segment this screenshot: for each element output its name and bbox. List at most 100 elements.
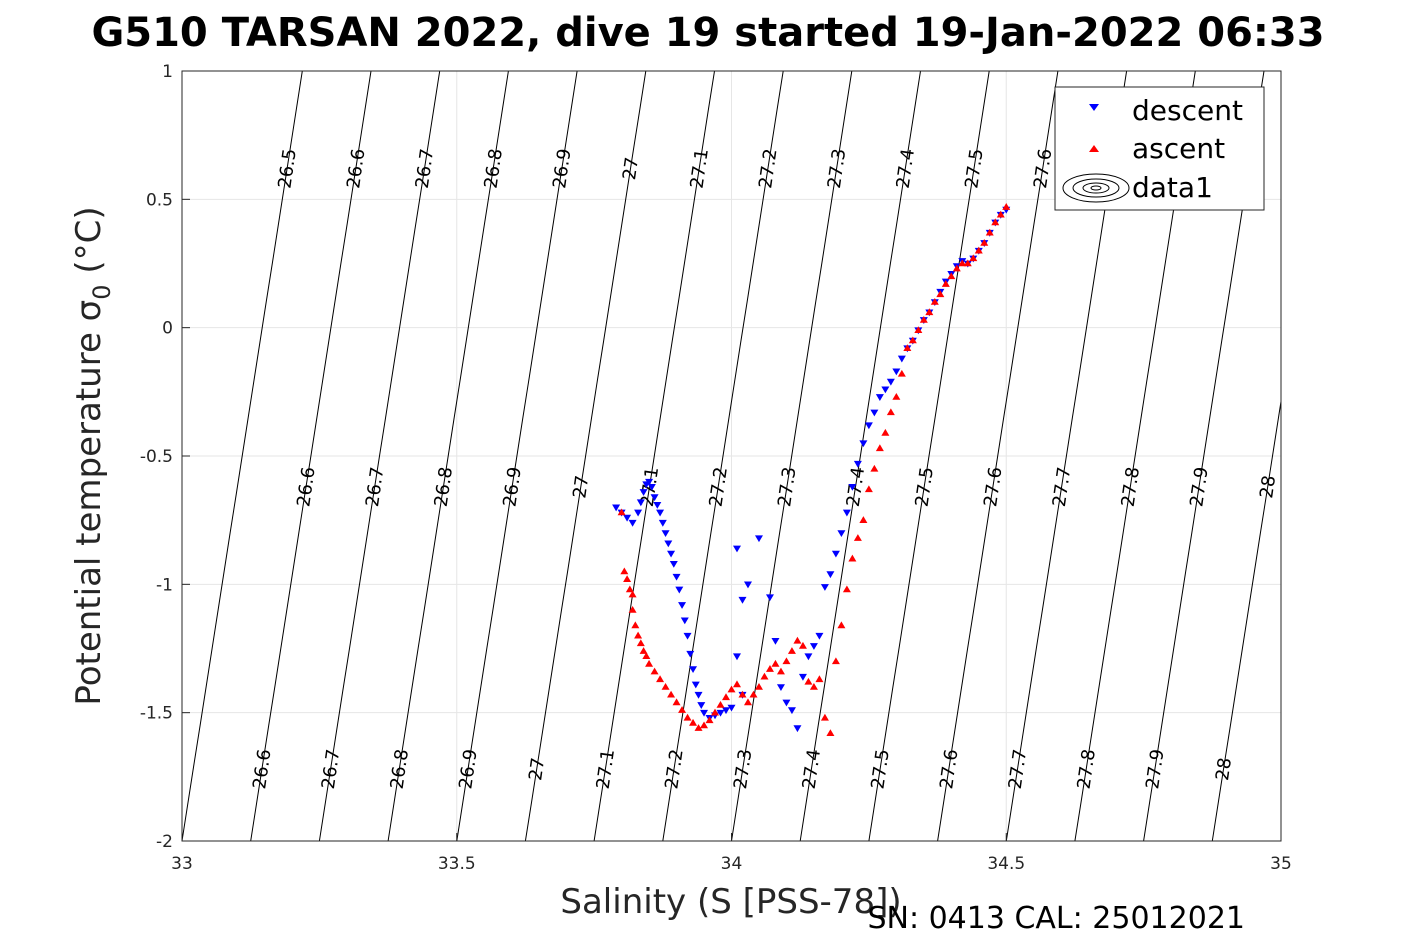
descent-point	[765, 594, 774, 602]
descent-point	[743, 581, 752, 589]
ascent-point	[996, 210, 1005, 218]
ascent-point	[711, 708, 720, 716]
descent-point	[798, 673, 807, 681]
ascent-point	[628, 590, 637, 598]
ascent-point	[743, 698, 752, 706]
descent-point	[689, 666, 698, 674]
ascent-point	[985, 228, 994, 236]
axis-ticks: 33 33.5 34 34.5 35 -2 -1.5 -1 -0.5 0 0.5 1	[140, 62, 1292, 874]
descent-point	[754, 535, 763, 543]
ascent-point	[722, 693, 731, 701]
ascent-point	[952, 264, 961, 272]
descent-point	[870, 409, 879, 417]
legend-ascent-label: ascent	[1132, 132, 1225, 165]
ascent-point	[642, 652, 651, 659]
legend-descent-label: descent	[1132, 94, 1243, 127]
ascent-point	[667, 690, 676, 698]
descent-point	[628, 519, 637, 527]
ascent-point	[980, 238, 989, 246]
isopycnal-line	[799, 71, 921, 841]
ascent-point	[617, 508, 626, 516]
isopycnal-line	[1280, 837, 1281, 841]
descent-point	[782, 699, 791, 707]
descent-point	[647, 484, 656, 491]
descent-point	[776, 684, 785, 691]
isopycnal-line	[937, 71, 1059, 841]
ascent-point	[661, 683, 670, 690]
ascent-point	[925, 308, 934, 316]
ascent-point	[793, 636, 802, 644]
ascent-point	[809, 683, 818, 690]
ascent-point	[683, 713, 692, 721]
descent-point	[683, 632, 692, 640]
ascent-point	[969, 254, 978, 262]
contour-legend-icon	[1062, 173, 1130, 203]
legend-descent-marker	[1089, 104, 1099, 111]
y-tick-label: -0.5	[140, 447, 173, 467]
ascent-point	[853, 534, 862, 541]
ascent-point	[738, 690, 747, 698]
descent-point	[672, 573, 681, 581]
ascent-point	[892, 392, 901, 400]
descent-point	[826, 571, 835, 579]
ascent-point	[727, 685, 736, 693]
ascent-point	[628, 606, 637, 613]
ascent-point	[636, 639, 645, 647]
ascent-point	[749, 690, 758, 698]
descent-point	[691, 681, 700, 689]
ascent-point	[650, 667, 659, 675]
descent-point	[727, 704, 736, 712]
descent-point	[848, 484, 857, 491]
ascent-point	[700, 721, 709, 729]
ascent-point	[689, 718, 698, 726]
descent-point	[645, 478, 654, 486]
descent-point	[732, 545, 741, 553]
isopycnal-line	[456, 71, 578, 841]
descent-point	[658, 519, 667, 527]
ascent-point	[897, 369, 906, 377]
ascent-point	[848, 554, 857, 562]
x-tick-label: 35	[1270, 854, 1292, 874]
descent-point	[636, 499, 645, 507]
y-tick-label: -2	[156, 832, 173, 852]
isopycnal-label: 27	[525, 756, 549, 782]
descent-point	[656, 509, 665, 517]
x-axis-label: Salinity (S [PSS-78])	[560, 882, 901, 922]
isopycnal-line	[731, 71, 853, 841]
descent-point	[697, 702, 706, 709]
descent-point	[634, 509, 643, 517]
descent-point	[809, 643, 818, 650]
ascent-point	[765, 665, 774, 672]
ascent-point	[620, 567, 629, 575]
x-tick-label: 34	[721, 854, 743, 874]
ascent-point	[930, 298, 939, 305]
y-tick-label: 1	[162, 62, 173, 82]
descent-point	[700, 709, 709, 717]
descent-point	[678, 602, 687, 609]
descent-point	[650, 494, 659, 502]
descent-point	[815, 632, 824, 640]
ascent-point	[903, 344, 912, 351]
ascent-point	[886, 408, 895, 416]
ascent-point	[881, 428, 890, 436]
descent-point	[864, 422, 873, 430]
ascent-point	[639, 647, 648, 654]
ascent-point	[875, 444, 884, 452]
ascent-point	[705, 716, 714, 724]
ascent-point	[776, 667, 785, 675]
isopycnal-line	[387, 71, 509, 841]
ascent-point	[1002, 203, 1011, 210]
isopycnal-line	[593, 71, 715, 841]
ascent-point	[678, 706, 687, 713]
ascent-point	[974, 246, 983, 254]
descent-point	[664, 540, 673, 548]
ascent-point	[820, 713, 829, 721]
isopycnal-label: 28	[1256, 474, 1280, 500]
ascent-point	[754, 683, 763, 690]
x-tick-label: 34.5	[987, 854, 1025, 874]
ascent-point	[870, 464, 879, 472]
ascent-point	[963, 259, 972, 267]
ascent-point	[831, 657, 840, 665]
isopycnal-label: 27	[619, 156, 643, 182]
ascent-point	[936, 290, 945, 298]
